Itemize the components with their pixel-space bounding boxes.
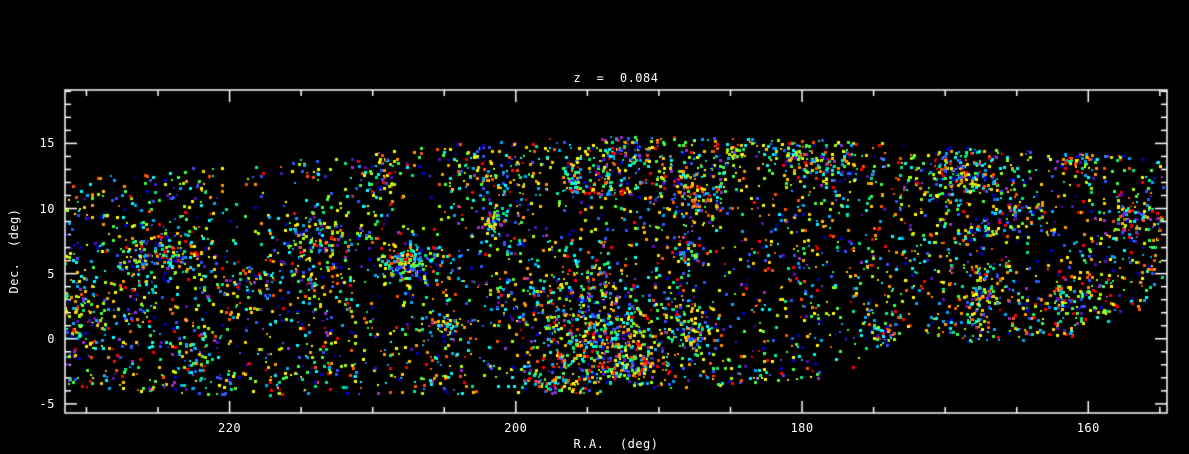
y-tick-label: 5: [47, 266, 55, 281]
x-tick-label: 200: [504, 421, 528, 435]
y-tick-label: -5: [39, 396, 55, 411]
y-tick-label: 0: [47, 331, 55, 346]
x-tick-label: 160: [1076, 421, 1100, 435]
x-tick-label: 180: [790, 421, 814, 435]
x-tick-label: 220: [217, 421, 242, 435]
x-axis-label: R.A. (deg): [573, 437, 659, 451]
plot-title: z = 0.084: [573, 71, 659, 85]
y-tick-label: 15: [39, 136, 55, 151]
y-tick-label: 10: [39, 201, 55, 216]
